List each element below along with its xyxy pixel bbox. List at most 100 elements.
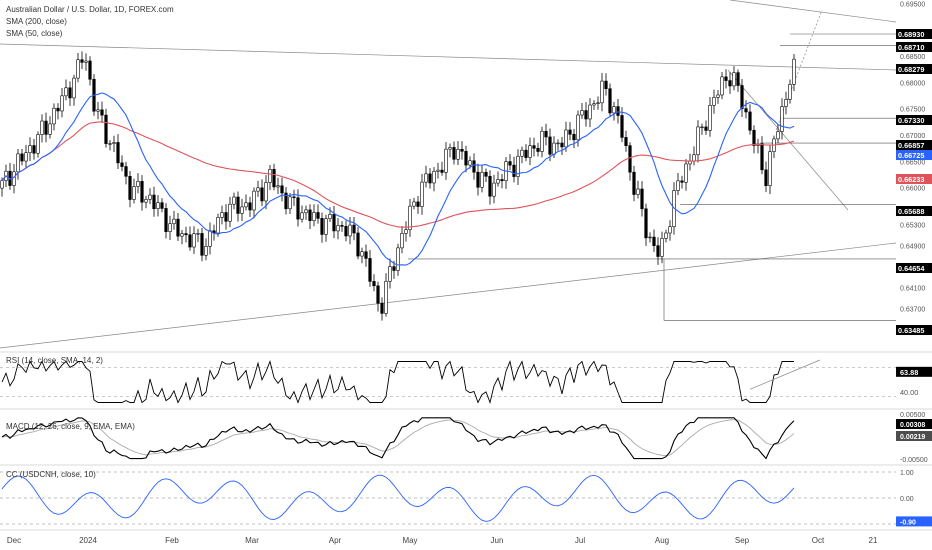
candle-body xyxy=(304,209,308,214)
candle-body xyxy=(328,214,332,219)
macd-badge xyxy=(896,419,932,429)
macd-badge xyxy=(896,431,932,441)
candle-body xyxy=(532,145,536,149)
candle-body xyxy=(780,106,784,132)
candle-body xyxy=(352,224,356,234)
candle-body xyxy=(312,212,316,221)
candle-body xyxy=(188,234,192,248)
candle-body xyxy=(624,137,628,146)
candle-body xyxy=(508,161,512,166)
price-badge-label: 0.66725 xyxy=(898,151,924,160)
macd-legend: MACD (12, 26, close, 9, EMA, EMA) xyxy=(6,422,135,431)
candle-body xyxy=(484,171,488,177)
candle-body xyxy=(224,212,228,222)
candle-body xyxy=(280,185,284,194)
rsi-trendline xyxy=(749,359,821,390)
candle-body xyxy=(464,151,468,166)
candle-body xyxy=(72,77,76,99)
rsi-legend: RSI (14, close, SMA, 14, 2) xyxy=(6,356,103,365)
candle-body xyxy=(700,126,704,129)
candle-body xyxy=(716,94,720,98)
candle-body xyxy=(300,212,304,220)
candle-body xyxy=(348,224,352,237)
candle-body xyxy=(424,173,428,183)
candle-body xyxy=(64,87,68,97)
candle-body xyxy=(56,107,60,112)
candle-body xyxy=(180,233,184,237)
candles-layer xyxy=(0,51,796,321)
macd-tick-label: -0.00500 xyxy=(900,457,928,464)
price-tick-label: 0.68000 xyxy=(900,80,925,87)
candle-body xyxy=(744,108,748,113)
price-badge xyxy=(896,64,932,74)
candle-body xyxy=(668,226,672,234)
candle-body xyxy=(572,133,576,141)
candle-body xyxy=(296,197,300,220)
sma50-legend: SMA (50, close) xyxy=(6,29,63,38)
candle-body xyxy=(736,72,740,86)
chart-title: Australian Dollar / U.S. Dollar, 1D, FOR… xyxy=(6,5,174,14)
candle-body xyxy=(792,58,796,85)
candle-body xyxy=(320,218,324,235)
candle-body xyxy=(20,153,24,162)
candle-body xyxy=(628,145,632,173)
candle-body xyxy=(492,182,496,197)
candle-body xyxy=(740,85,744,109)
candle-body xyxy=(136,181,140,187)
price-tick-label: 0.66500 xyxy=(900,159,925,166)
candle-body xyxy=(392,266,396,271)
candle-body xyxy=(168,223,172,232)
candle-body xyxy=(456,148,460,160)
candle-body xyxy=(104,114,108,144)
candle-body xyxy=(444,148,448,173)
time-tick-label: Mar xyxy=(245,536,259,545)
candle-body xyxy=(788,84,792,100)
candle-body xyxy=(400,233,404,249)
candle-body xyxy=(120,162,124,167)
candle-body xyxy=(720,76,724,96)
candle-body xyxy=(724,76,728,81)
price-tick-label: 0.64100 xyxy=(900,286,925,293)
cc-line xyxy=(1,474,795,522)
candle-body xyxy=(656,245,660,257)
candle-body xyxy=(288,196,292,210)
candle-body xyxy=(200,233,204,256)
rsi-badge xyxy=(896,366,932,377)
candle-body xyxy=(24,152,28,162)
candle-body xyxy=(616,106,620,116)
price-badge-label: 0.68279 xyxy=(898,65,924,74)
cc-tick-label: -0.90 xyxy=(900,519,916,526)
candle-body xyxy=(764,169,768,186)
candle-body xyxy=(44,120,48,135)
candle-body xyxy=(192,233,196,248)
candle-body xyxy=(584,110,588,120)
candle-body xyxy=(244,202,248,208)
candle-body xyxy=(708,104,712,131)
candle-body xyxy=(204,246,208,256)
candle-body xyxy=(536,147,540,152)
candle-body xyxy=(140,181,144,203)
candle-body xyxy=(128,175,132,200)
candle-body xyxy=(384,280,388,314)
candle-body xyxy=(712,97,716,106)
candle-body xyxy=(272,169,276,188)
cc-badge xyxy=(896,516,932,527)
candle-body xyxy=(360,251,364,257)
candle-body xyxy=(116,142,120,164)
candle-body xyxy=(468,160,472,166)
candle-body xyxy=(664,232,668,239)
time-tick-label: Feb xyxy=(165,536,179,545)
candle-body xyxy=(220,212,224,218)
candle-body xyxy=(248,202,252,211)
cc-tick-label: 0.00 xyxy=(900,496,914,503)
trendline xyxy=(727,69,849,211)
time-axis: Dec 2024 Feb Mar Apr May Jun Jul Aug Sep Oct 21 xyxy=(7,536,878,545)
trendline xyxy=(775,9,823,131)
candle-body xyxy=(768,151,772,186)
candle-body xyxy=(436,169,440,172)
candle-body xyxy=(576,114,580,141)
time-tick-label: Jul xyxy=(575,536,585,545)
candle-body xyxy=(472,160,476,173)
candle-body xyxy=(96,109,100,112)
